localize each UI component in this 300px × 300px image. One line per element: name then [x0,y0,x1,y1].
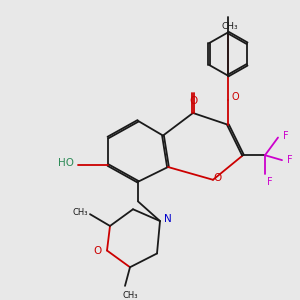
Text: HO: HO [58,158,74,168]
Text: O: O [231,92,239,102]
Text: CH₃: CH₃ [222,22,238,31]
Text: CH₃: CH₃ [72,208,88,217]
Text: F: F [267,177,273,187]
Text: F: F [283,130,289,141]
Text: N: N [164,214,172,224]
Text: O: O [189,96,197,106]
Text: CH₃: CH₃ [122,291,138,300]
Text: F: F [287,155,293,165]
Text: O: O [93,245,101,256]
Text: O: O [214,173,222,183]
